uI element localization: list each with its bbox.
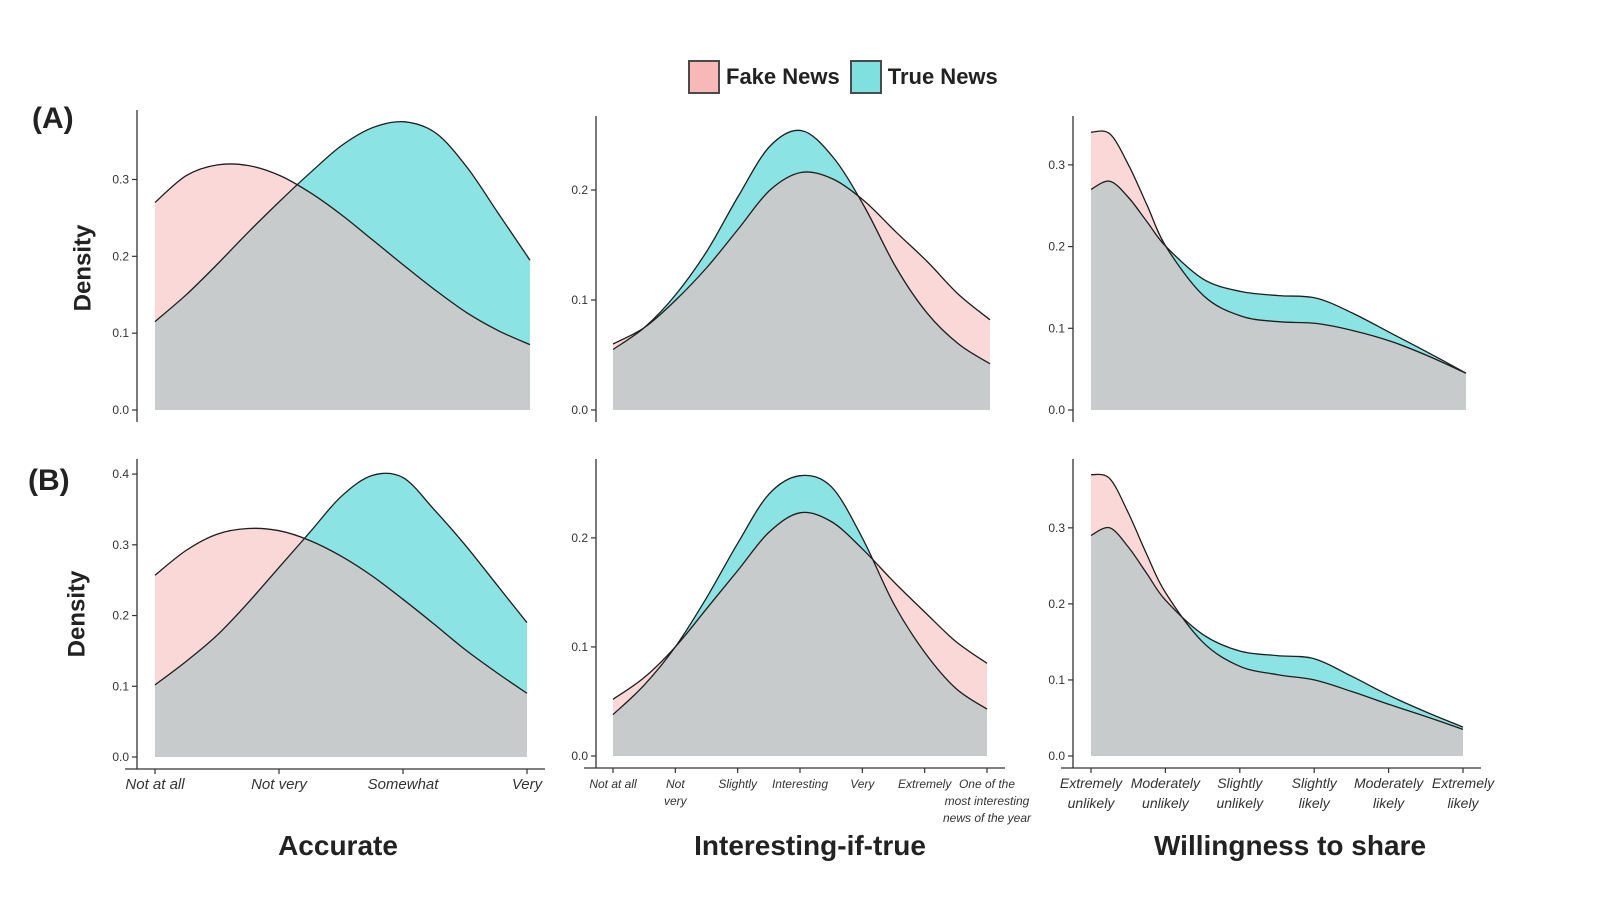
- y-tick-label: 0.1: [571, 293, 588, 307]
- y-tick-label: 0.3: [112, 538, 129, 552]
- y-tick-label: 0.2: [571, 183, 588, 197]
- x-tick-label: Not at all: [125, 776, 185, 793]
- y-tick-label: 0.3: [112, 172, 129, 186]
- y-tick-label: 0.0: [571, 749, 588, 763]
- y-axis-label-b: Density: [63, 570, 91, 658]
- line-true-news: [154, 120, 531, 323]
- panel-3: 0.0 0.1 0.2 0.3: [1048, 116, 1467, 422]
- line-true-news: [1090, 180, 1467, 374]
- area-fake-news: [1091, 474, 1463, 756]
- legend-swatch-true: [849, 60, 882, 94]
- y-tick-label: 0.2: [1048, 597, 1065, 611]
- x-tick-label: Somewhat: [368, 776, 440, 793]
- line-fake-news: [1090, 130, 1467, 374]
- line-fake-news: [1090, 473, 1464, 731]
- panel-1: 0.0 0.1 0.2 0.3: [112, 110, 531, 422]
- panel-2: 0.0 0.1 0.2: [571, 116, 991, 422]
- x-tick-label: Slightly likely: [1292, 775, 1338, 811]
- line-true-news: [154, 472, 528, 686]
- x-tick-label: Very: [512, 776, 544, 793]
- panel-4: 0.0 0.1 0.2 0.3 0.4 Not at all Not very Somewha…: [112, 459, 545, 793]
- column-title-willingness: Willingness to share: [1153, 830, 1427, 861]
- y-tick-label: 0.4: [112, 467, 129, 481]
- row-label-a: (A): [32, 102, 74, 135]
- line-true-news: [1090, 526, 1464, 728]
- area-fake-news: [155, 528, 527, 757]
- y-tick-label: 0.2: [571, 531, 588, 545]
- y-tick-label: 0.1: [112, 679, 129, 693]
- y-tick-label: 0.3: [1048, 158, 1065, 172]
- x-tick-label: Not very: [664, 777, 688, 808]
- y-tick-label: 0.3: [1048, 521, 1065, 535]
- y-tick-label: 0.2: [1048, 240, 1065, 254]
- y-tick-label: 0.0: [571, 403, 588, 417]
- legend-swatch-fake: [688, 60, 720, 94]
- x-tick-label: Extremely likely: [1432, 775, 1495, 811]
- line-true-news: [612, 129, 991, 365]
- x-tick-label: Slightly: [718, 777, 758, 791]
- column-title-interesting: Interesting-if-true: [694, 830, 926, 861]
- row-label-b: (B): [28, 464, 70, 497]
- y-tick-label: 0.0: [112, 403, 129, 417]
- area-fake-news: [613, 512, 987, 756]
- area-fake-news: [155, 163, 530, 410]
- x-tick-label: Interesting: [772, 777, 828, 791]
- legend-label-true: True News: [887, 64, 998, 89]
- y-tick-label: 0.1: [1048, 673, 1065, 687]
- y-tick-label: 0.2: [112, 249, 129, 263]
- panel-5: 0.0 0.1 0.2 Not at all Not very Slightly Intere…: [571, 459, 1032, 825]
- y-axis-label-a: Density: [69, 224, 97, 312]
- y-tick-label: 0.1: [112, 326, 129, 340]
- x-tick-label: Extremely unlikely: [1060, 775, 1123, 811]
- legend-item-true: True News: [849, 60, 998, 94]
- x-tick-label: Moderately unlikely: [1131, 775, 1201, 811]
- legend: Fake News True News: [688, 58, 998, 96]
- x-tick-label: Not very: [251, 776, 308, 793]
- area-fake-news: [1091, 130, 1466, 410]
- line-fake-news: [612, 511, 988, 700]
- y-tick-label: 0.0: [1048, 749, 1065, 763]
- legend-item-fake: Fake News: [688, 60, 840, 94]
- x-tick-label: Moderately likely: [1354, 775, 1424, 811]
- x-tick-label: Very: [850, 777, 875, 791]
- x-tick-label: One of the most interesting news of the ye…: [943, 777, 1032, 825]
- y-tick-label: 0.0: [1048, 403, 1065, 417]
- line-fake-news: [612, 171, 991, 345]
- line-fake-news: [154, 527, 528, 694]
- line-fake-news: [154, 163, 531, 346]
- area-fake-news: [613, 171, 990, 410]
- x-tick-label: Not at all: [589, 777, 637, 791]
- y-tick-label: 0.0: [112, 750, 129, 764]
- y-tick-label: 0.1: [571, 640, 588, 654]
- y-tick-label: 0.1: [1048, 321, 1065, 335]
- legend-label-fake: Fake News: [726, 64, 840, 89]
- y-tick-label: 0.2: [112, 609, 129, 623]
- x-tick-label: Slightly unlikely: [1216, 775, 1264, 811]
- column-title-accurate: Accurate: [278, 830, 398, 861]
- x-tick-label: Extremely: [898, 777, 952, 791]
